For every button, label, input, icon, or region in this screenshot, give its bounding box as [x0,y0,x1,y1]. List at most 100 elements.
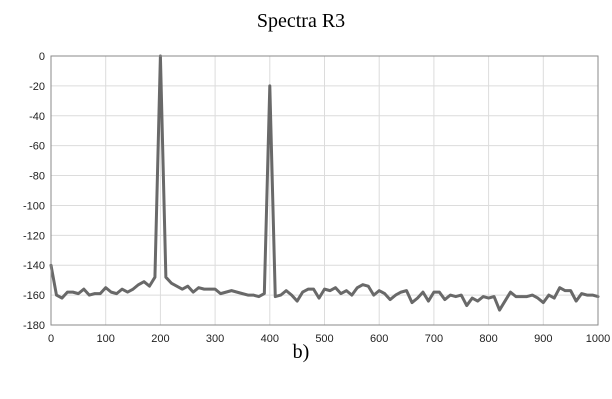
data-point [115,292,118,295]
data-point [290,293,293,297]
data-point [323,287,326,291]
data-point [378,289,381,292]
data-point [345,289,348,292]
data-point [339,292,343,295]
data-point [301,290,304,294]
data-point [410,301,414,304]
data-point [465,304,468,307]
data-point [224,290,228,294]
data-point [394,293,397,297]
data-point [213,287,217,291]
data-point [279,293,282,297]
y-tick-label: -100 [23,200,45,212]
data-point [503,299,507,303]
data-point [591,293,594,297]
data-point [170,281,173,285]
data-point [334,286,337,289]
x-tick-label: 400 [261,333,279,345]
data-point [104,286,107,289]
data-point [192,290,195,294]
y-axis-ticks: 0 -20 -40 -60 -80 -100 -120 -140 -160 -180 [23,51,45,332]
plot-area-border [50,55,599,326]
data-point [388,298,392,301]
data-point [547,293,550,297]
data-point [131,287,135,291]
data-point [563,289,567,292]
data-point [148,284,151,288]
x-tick-label: 900 [534,333,552,345]
y-tick-label: -20 [29,81,45,93]
data-point [476,299,479,303]
data-point [443,298,447,301]
y-tick-label: -60 [29,141,45,153]
data-point [186,284,189,288]
data-point [252,293,255,297]
data-point [208,287,211,291]
x-tick-label: 0 [48,333,54,345]
data-point [367,284,370,288]
data-point [432,290,436,294]
y-tick-label: -180 [23,320,45,332]
data-point [274,295,277,298]
data-point [126,290,129,294]
data-point [77,292,80,295]
data-point [328,289,332,292]
data-point [553,296,556,300]
x-tick-label: 500 [315,333,333,345]
x-tick-label: 200 [151,333,169,345]
data-point [487,296,490,300]
data-point [306,287,310,291]
data-point [164,275,168,279]
data-point [82,287,86,291]
y-tick-label: 0 [39,51,45,63]
data-point [498,308,501,312]
data-point [574,299,578,303]
data-point [509,290,512,294]
y-tick-label: -140 [23,260,45,272]
data-point [241,292,244,295]
data-point [235,290,239,294]
data-point [295,299,299,303]
data-point [405,289,408,292]
data-point [356,286,359,289]
data-point [470,296,474,300]
data-point [383,292,386,295]
x-tick-label: 800 [479,333,497,345]
data-point [153,275,157,279]
x-tick-label: 700 [425,333,443,345]
data-point [421,290,425,294]
data-point [492,295,496,298]
y-tick-label: -80 [29,171,45,183]
data-point [88,293,91,297]
data-point [399,290,403,294]
chart-title: Spectra R3 [257,10,345,32]
data-point [197,286,200,289]
data-point [427,299,430,303]
data-point [460,293,463,297]
grid [50,55,599,326]
data-point [246,293,250,297]
data-point [531,293,534,297]
data-point [372,293,375,297]
data-point [361,283,364,286]
data-point [350,293,354,297]
data-point [93,292,96,295]
data-point [202,287,206,291]
data-point [520,295,523,298]
data-point [109,290,113,294]
y-tick-label: -120 [23,230,45,242]
x-tick-label: 1000 [586,333,610,345]
y-tick-label: -160 [23,290,45,302]
x-tick-label: 300 [206,333,224,345]
data-point [120,287,124,291]
data-point [219,292,222,295]
data-point [317,296,321,300]
y-tick-label: -40 [29,111,45,123]
data-point [514,295,518,298]
data-point [175,284,179,288]
series-layer [49,54,600,312]
data-point [285,289,288,292]
data-point [416,296,419,300]
data-point [263,292,266,295]
